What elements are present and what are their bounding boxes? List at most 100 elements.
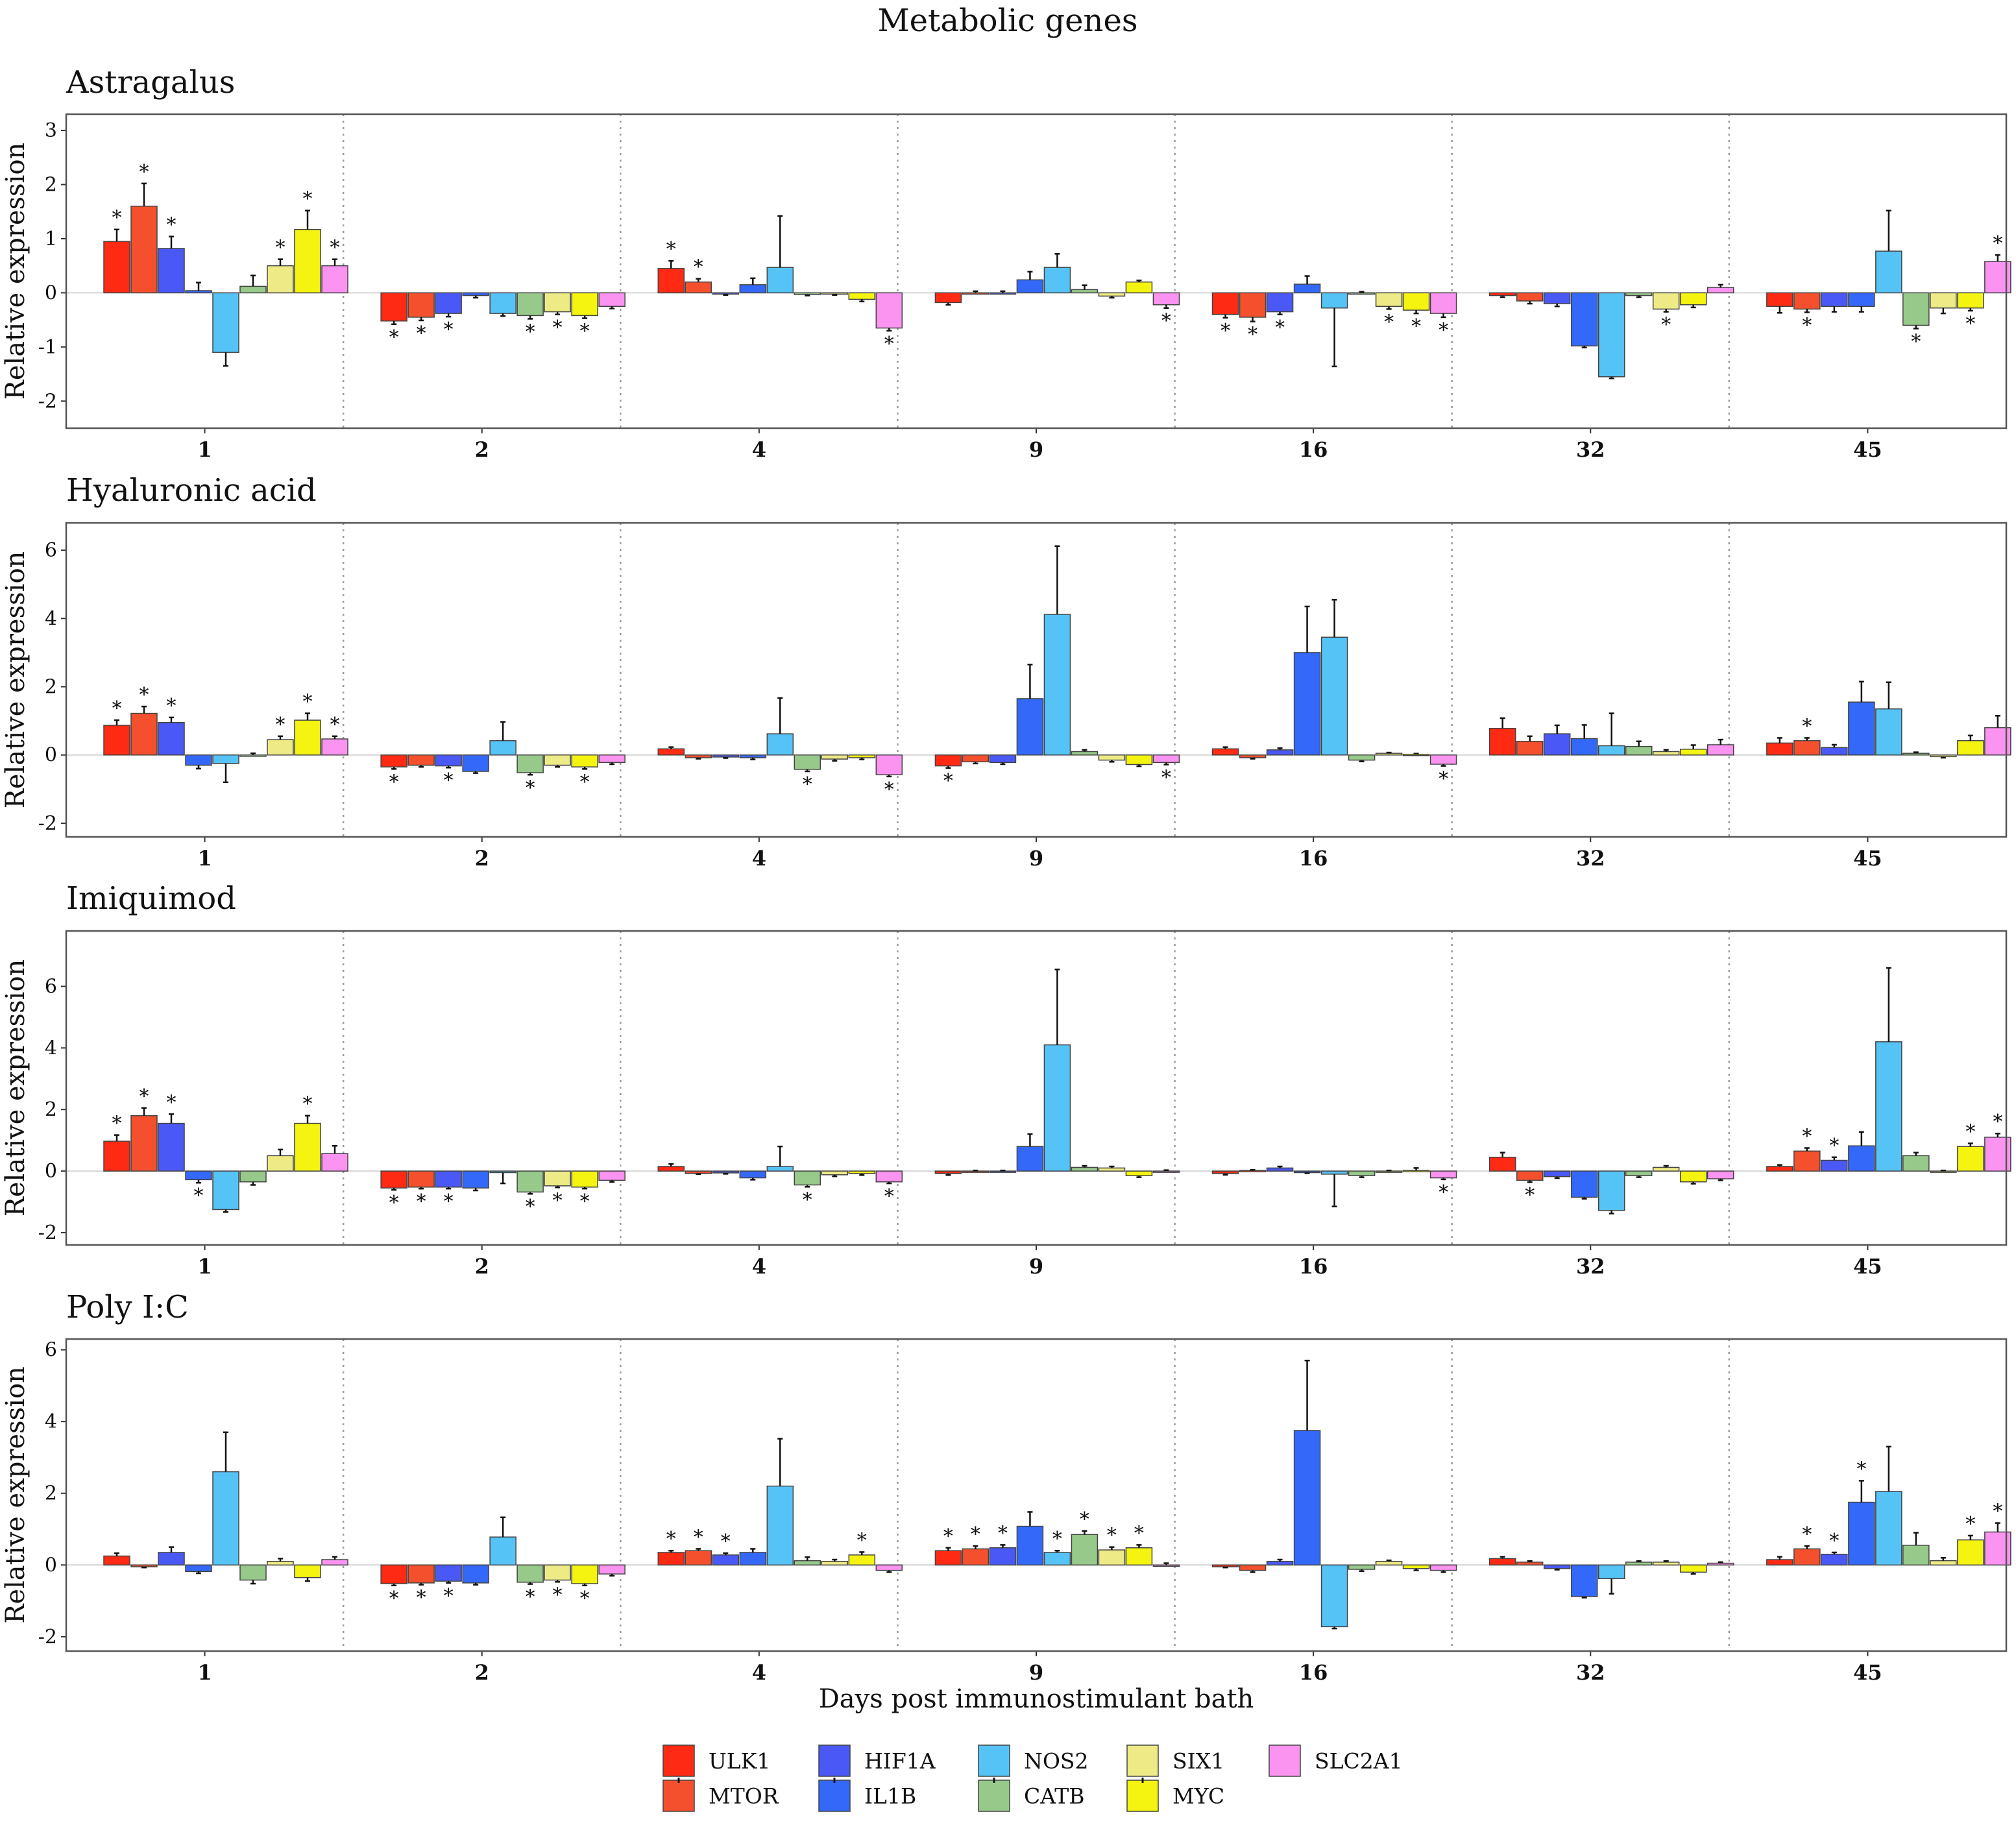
bar-ulk1 (657, 268, 685, 294)
x-tick-label: 45 (1853, 1254, 1882, 1279)
bar-il1b (1293, 284, 1321, 294)
bar-hif1a (435, 1170, 462, 1188)
panel-poly-i-c: Poly I:C Relative expression -2 0 2 4 6 * * * * * * *… (1, 1289, 2011, 1685)
y-tick-label: 6 (45, 975, 57, 998)
significance-star: * (1965, 313, 1975, 335)
y-axis-title: Relative expression (1, 551, 30, 809)
bar-six1 (1098, 292, 1126, 297)
bar-il1b (185, 290, 212, 294)
significance-star: * (1802, 1523, 1812, 1546)
panel-astragalus: Astragalus Relative expression -2 -1 0 1 2 3 * * *… (1, 64, 2011, 462)
bar-ulk1 (103, 1555, 130, 1566)
significance-star: * (1275, 317, 1285, 339)
bar-nos2 (1320, 1170, 1348, 1175)
y-tick-label: 6 (45, 1339, 57, 1362)
significance-star: * (1134, 1522, 1144, 1545)
bar-il1b (462, 1564, 489, 1584)
bar-mtor (685, 754, 712, 758)
bar-il1b (1293, 1430, 1321, 1566)
bar-myc (1957, 740, 1984, 756)
bar-slc2a1 (1706, 1170, 1734, 1179)
bar-il1b (1570, 1564, 1598, 1597)
figure-title: Metabolic genes (877, 3, 1137, 39)
bar-catb (1625, 1562, 1653, 1566)
significance-star: * (194, 1185, 204, 1207)
bar-six1 (821, 1170, 849, 1176)
bar-mtor (685, 1550, 712, 1566)
legend-swatch (1269, 1745, 1301, 1777)
bar-ulk1 (934, 754, 962, 767)
bar-mtor (1239, 292, 1267, 318)
significance-star: * (330, 714, 340, 736)
bar-slc2a1 (1429, 754, 1457, 765)
x-tick-label: 4 (752, 1254, 766, 1279)
significance-star: * (276, 237, 285, 260)
panel-title: Imiquimod (66, 880, 236, 917)
bar-il1b (1848, 1145, 1875, 1172)
bar-ulk1 (1211, 1170, 1239, 1174)
bar-catb (1071, 289, 1099, 294)
bar-nos2 (1043, 1044, 1071, 1172)
significance-star: * (580, 1190, 590, 1213)
bar-nos2 (766, 1485, 794, 1566)
significance-star: * (167, 695, 176, 718)
bar-nos2 (1875, 250, 1902, 294)
x-tick-label: 45 (1853, 437, 1882, 462)
significance-star: * (580, 1588, 590, 1610)
bar-ulk1 (380, 1170, 407, 1189)
bar-myc (1957, 1146, 1984, 1172)
bar-catb (794, 1560, 821, 1566)
significance-star: * (884, 333, 894, 356)
x-tick-label: 4 (752, 1660, 766, 1685)
bar-myc (1679, 292, 1707, 306)
bar-nos2 (489, 1536, 516, 1566)
bar-six1 (1098, 754, 1126, 761)
bar-myc (1125, 1170, 1153, 1176)
significance-star: * (444, 319, 454, 341)
bar-hif1a (435, 754, 462, 767)
bar-il1b (1016, 1525, 1044, 1566)
x-tick-label: 45 (1853, 846, 1882, 871)
bar-myc (571, 1170, 598, 1188)
bar-ulk1 (380, 292, 407, 322)
bar-mtor (1793, 292, 1821, 310)
x-tick-label: 4 (752, 437, 766, 462)
bar-slc2a1 (598, 754, 625, 764)
significance-star: * (1802, 1126, 1812, 1148)
bar-mtor (1793, 1150, 1821, 1172)
bar-hif1a (1821, 1553, 1848, 1566)
bar-mtor (407, 292, 435, 318)
legend-label: HIF1A (864, 1748, 936, 1774)
y-tick-label: 2 (45, 173, 57, 196)
bar-ulk1 (657, 1166, 685, 1172)
significance-star: * (1993, 232, 2002, 255)
bar-six1 (267, 1155, 294, 1172)
x-tick-label: 1 (197, 437, 212, 462)
bar-six1 (1652, 1166, 1680, 1172)
significance-star: * (884, 779, 894, 801)
bar-mtor (1516, 740, 1544, 756)
bar-mtor (962, 292, 990, 295)
bar-six1 (1375, 292, 1403, 307)
bar-hif1a (1266, 1167, 1294, 1172)
significance-star: * (417, 1190, 426, 1213)
bar-il1b (1293, 652, 1321, 756)
bar-nos2 (212, 1170, 239, 1211)
bar-nos2 (1320, 636, 1348, 756)
significance-star: * (417, 1587, 426, 1610)
bar-catb (1071, 1166, 1099, 1172)
bar-catb (1348, 754, 1376, 761)
bar-slc2a1 (1706, 744, 1734, 756)
legend-label: CATB (1024, 1783, 1085, 1809)
y-tick-label: 2 (45, 1098, 57, 1121)
significance-star: * (857, 1529, 867, 1552)
y-axis-title: Relative expression (1, 960, 30, 1217)
significance-star: * (1439, 1181, 1448, 1204)
bar-il1b (1570, 292, 1598, 346)
bar-il1b (1848, 292, 1875, 307)
bar-catb (1071, 751, 1099, 756)
bar-nos2 (1320, 292, 1348, 309)
bar-nos2 (766, 733, 794, 756)
bar-slc2a1 (1152, 1170, 1180, 1173)
bar-hif1a (989, 292, 1017, 295)
